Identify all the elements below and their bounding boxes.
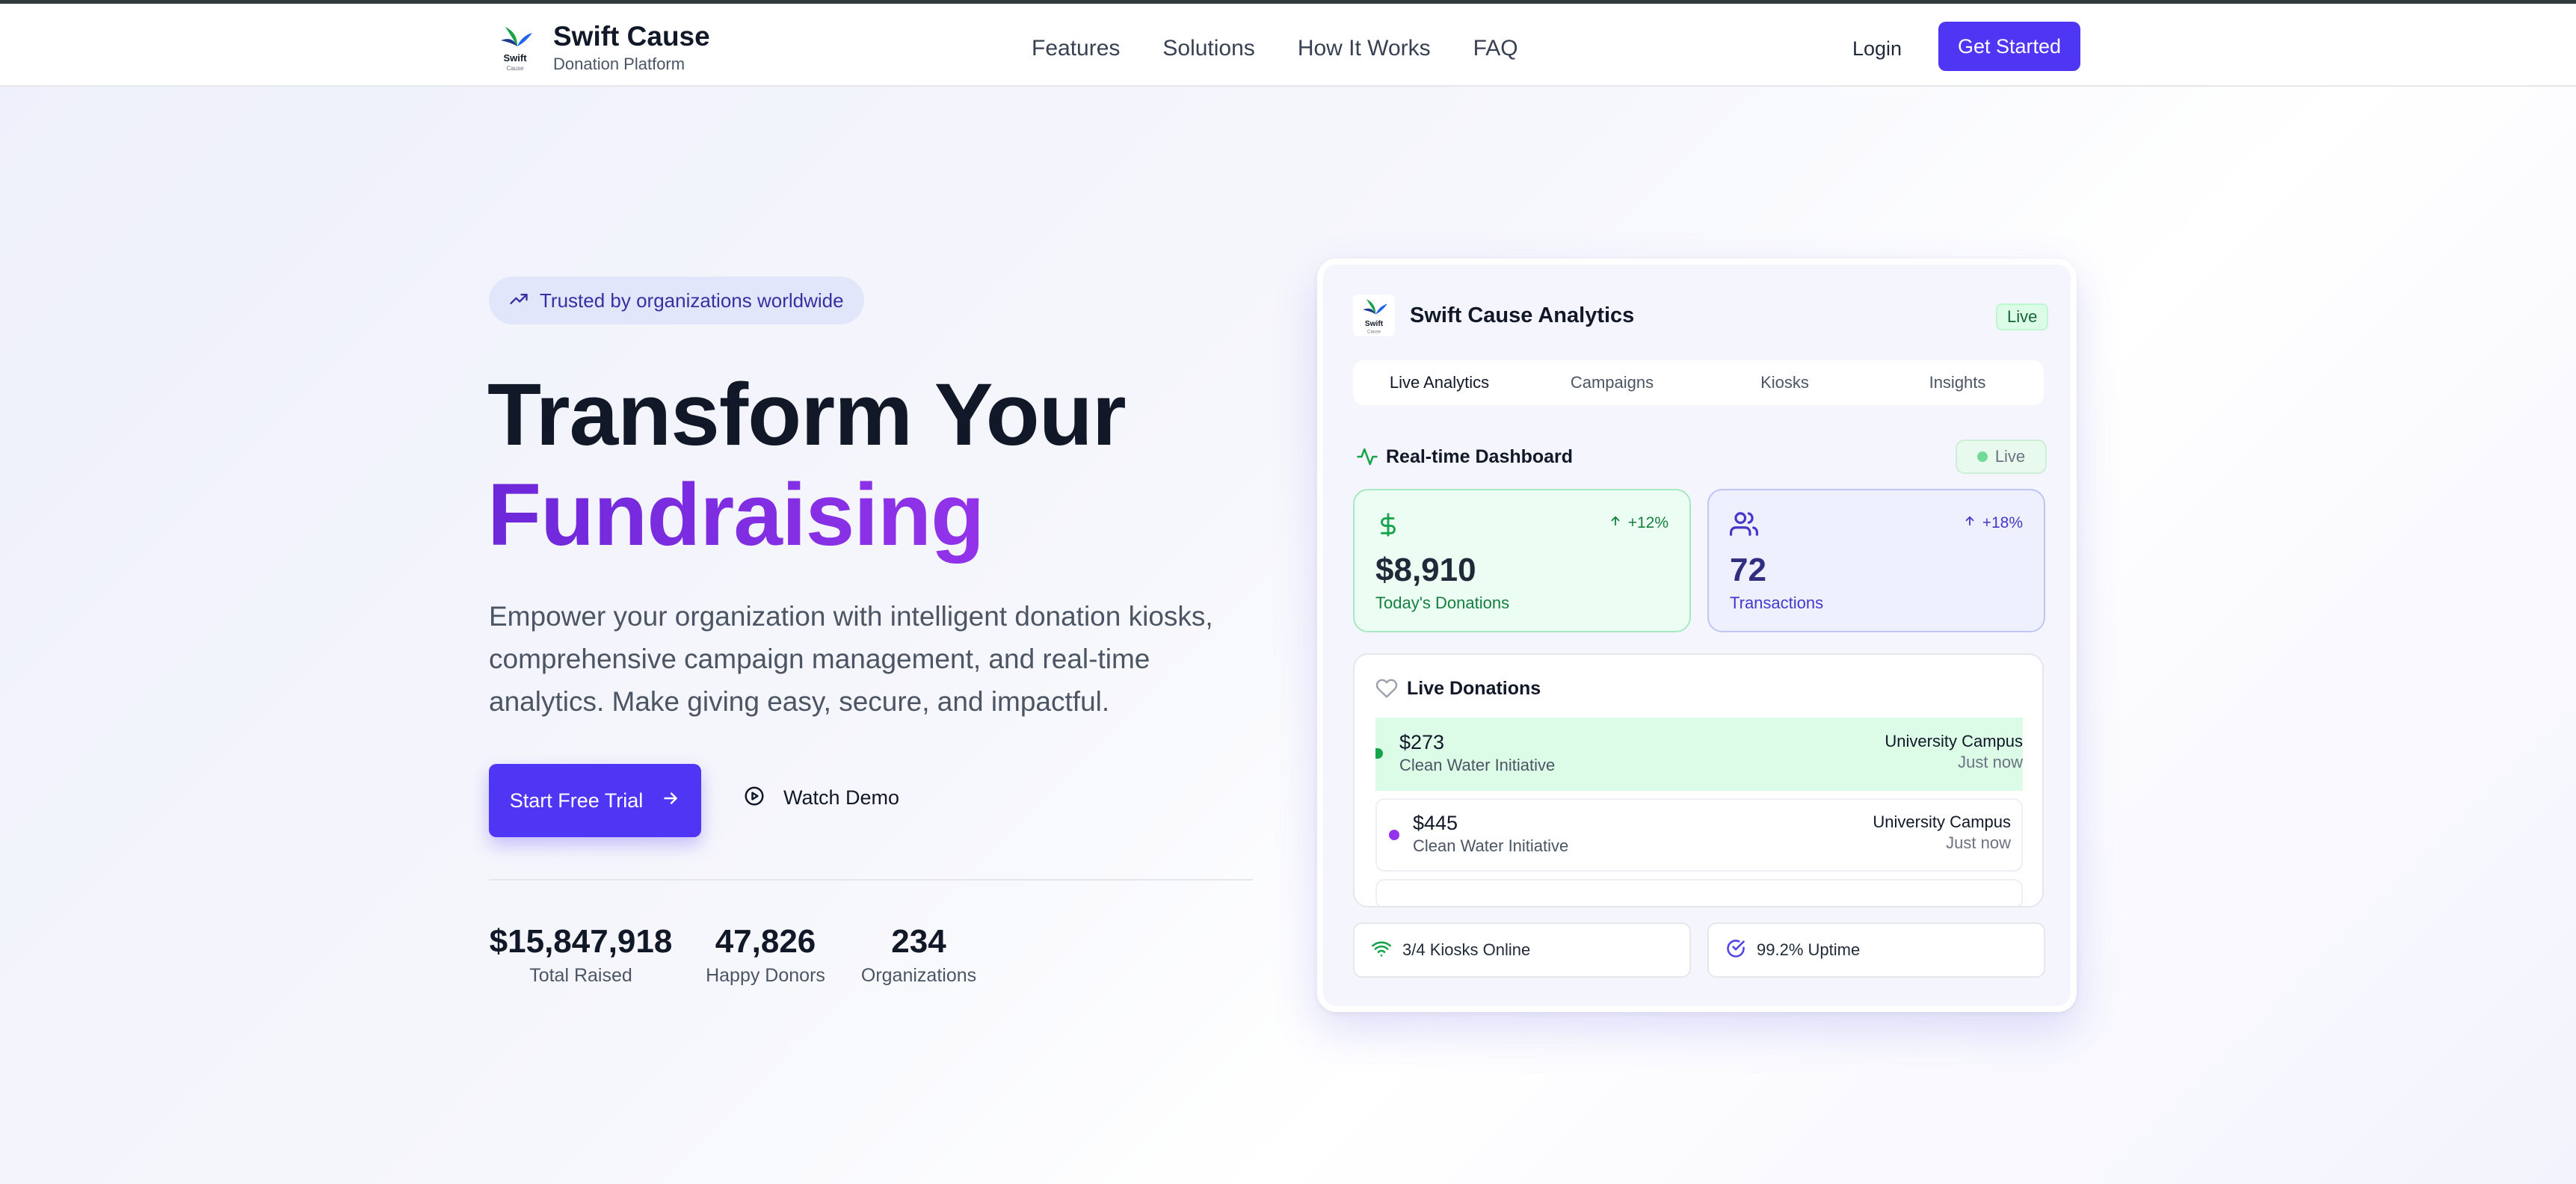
arrow-right-icon bbox=[661, 789, 680, 813]
heart-icon bbox=[1375, 677, 1398, 703]
brand-title: Swift Cause bbox=[553, 21, 710, 52]
kiosks-status-text: 3/4 Kiosks Online bbox=[1402, 940, 1531, 959]
trending-up-icon bbox=[508, 289, 529, 313]
donation-time: Just now bbox=[1946, 833, 2011, 852]
watch-demo-button[interactable]: Watch Demo bbox=[743, 785, 899, 811]
uptime-status: 99.2% Uptime bbox=[1707, 922, 2045, 978]
stat-label: Organizations bbox=[860, 965, 977, 986]
arrow-up-icon bbox=[1963, 514, 1976, 532]
get-started-button[interactable]: Get Started bbox=[1938, 22, 2080, 71]
hero-description: Empower your organization with intellige… bbox=[489, 601, 1213, 717]
donation-location: University Campus bbox=[1873, 813, 2011, 831]
svg-text:Cause: Cause bbox=[1367, 329, 1381, 334]
wifi-icon bbox=[1371, 938, 1392, 963]
start-free-trial-label: Start Free Trial bbox=[509, 789, 644, 812]
live-indicator-label: Live bbox=[1994, 447, 2026, 466]
stat-value: 47,826 bbox=[715, 923, 816, 960]
headline-line-2: Fundraising bbox=[487, 466, 985, 564]
metric-label: Today's Donations bbox=[1375, 593, 1510, 612]
donation-cause: Clean Water Initiative bbox=[1399, 756, 1556, 774]
donation-amount: $445 bbox=[1413, 812, 1458, 834]
svg-text:Cause: Cause bbox=[506, 65, 524, 72]
donation-row: $445 Clean Water Initiative University C… bbox=[1375, 798, 2023, 872]
metric-todays-donations: +12% $8,910 Today's Donations bbox=[1353, 489, 1691, 632]
donation-cause: Clean Water Initiative bbox=[1413, 836, 1569, 855]
kiosks-status: 3/4 Kiosks Online bbox=[1353, 922, 1691, 978]
nav-link-features[interactable]: Features bbox=[1032, 36, 1121, 61]
tab-kiosks[interactable]: Kiosks bbox=[1760, 373, 1809, 392]
donation-row: $273 Clean Water Initiative University C… bbox=[1375, 718, 2023, 791]
donation-dot bbox=[1375, 748, 1383, 759]
realtime-dashboard-title: Real-time Dashboard bbox=[1386, 446, 1574, 467]
card-title: Swift Cause Analytics bbox=[1410, 303, 1635, 327]
uptime-status-text: 99.2% Uptime bbox=[1757, 940, 1861, 959]
donation-time: Just now bbox=[1958, 753, 2023, 771]
analytics-preview-card: Swift Cause Swift Cause Analytics Live L… bbox=[1317, 259, 2077, 1012]
stat-total-raised: $15,847,918 Total Raised bbox=[489, 921, 673, 988]
card-logo: Swift Cause bbox=[1353, 295, 1395, 336]
badge-text: Trusted by organizations worldwide bbox=[540, 289, 844, 312]
users-icon bbox=[1730, 510, 1758, 542]
svg-text:Swift: Swift bbox=[1365, 320, 1384, 328]
activity-icon bbox=[1356, 445, 1378, 472]
stat-label: Happy Donors bbox=[706, 965, 825, 986]
stat-value: 234 bbox=[891, 923, 946, 960]
nav-links: Features Solutions How It Works FAQ bbox=[1032, 32, 1518, 65]
metric-change: +12% bbox=[1609, 514, 1668, 532]
dollar-icon bbox=[1375, 510, 1401, 543]
play-circle-icon bbox=[743, 785, 765, 811]
nav-link-faq[interactable]: FAQ bbox=[1473, 36, 1518, 61]
check-circle-icon bbox=[1725, 938, 1746, 963]
stat-happy-donors: 47,826 Happy Donors bbox=[701, 921, 830, 988]
donation-row-partial bbox=[1375, 879, 2023, 906]
brand[interactable]: Swift Cause Swift Cause Donation Platfor… bbox=[495, 20, 710, 75]
nav-link-solutions[interactable]: Solutions bbox=[1162, 36, 1255, 61]
swift-cause-logo: Swift Cause bbox=[495, 21, 535, 75]
metric-transactions: +18% 72 Transactions bbox=[1707, 489, 2045, 632]
login-link[interactable]: Login bbox=[1852, 37, 1902, 60]
donation-location: University Campus bbox=[1885, 732, 2023, 750]
top-navbar: Swift Cause Swift Cause Donation Platfor… bbox=[0, 4, 2576, 87]
donation-amount: $273 bbox=[1399, 731, 1445, 753]
stat-label: Total Raised bbox=[529, 965, 632, 986]
tab-insights[interactable]: Insights bbox=[1929, 373, 1986, 392]
hero-divider bbox=[489, 879, 1253, 881]
live-tag: Live bbox=[1996, 303, 2049, 330]
nav-link-how-it-works[interactable]: How It Works bbox=[1297, 36, 1431, 61]
metric-change: +18% bbox=[1963, 514, 2023, 532]
live-dot bbox=[1976, 451, 1988, 462]
live-donations-title: Live Donations bbox=[1407, 678, 1541, 699]
window-top-border bbox=[0, 0, 2576, 4]
live-indicator: Live bbox=[1956, 440, 2047, 474]
metric-value: $8,910 bbox=[1375, 552, 1476, 588]
arrow-up-icon bbox=[1609, 514, 1622, 532]
metric-label: Transactions bbox=[1730, 593, 1824, 612]
start-free-trial-button[interactable]: Start Free Trial bbox=[489, 764, 701, 837]
trusted-badge: Trusted by organizations worldwide bbox=[489, 277, 864, 324]
stat-organizations: 234 Organizations bbox=[858, 921, 979, 988]
live-donations-panel: Live Donations $273 Clean Water Initiati… bbox=[1353, 653, 2044, 907]
dashboard-tabs: Live Analytics Campaigns Kiosks Insights bbox=[1353, 360, 2044, 405]
tab-campaigns[interactable]: Campaigns bbox=[1570, 373, 1654, 392]
brand-subtitle: Donation Platform bbox=[553, 55, 685, 73]
stat-value: $15,847,918 bbox=[489, 923, 673, 960]
svg-text:Swift: Swift bbox=[503, 52, 527, 64]
metric-value: 72 bbox=[1730, 552, 1766, 588]
watch-demo-label: Watch Demo bbox=[783, 786, 900, 809]
headline-line-1: Transform Your bbox=[487, 366, 1127, 464]
donation-dot bbox=[1389, 830, 1399, 840]
tab-live-analytics[interactable]: Live Analytics bbox=[1389, 373, 1490, 392]
